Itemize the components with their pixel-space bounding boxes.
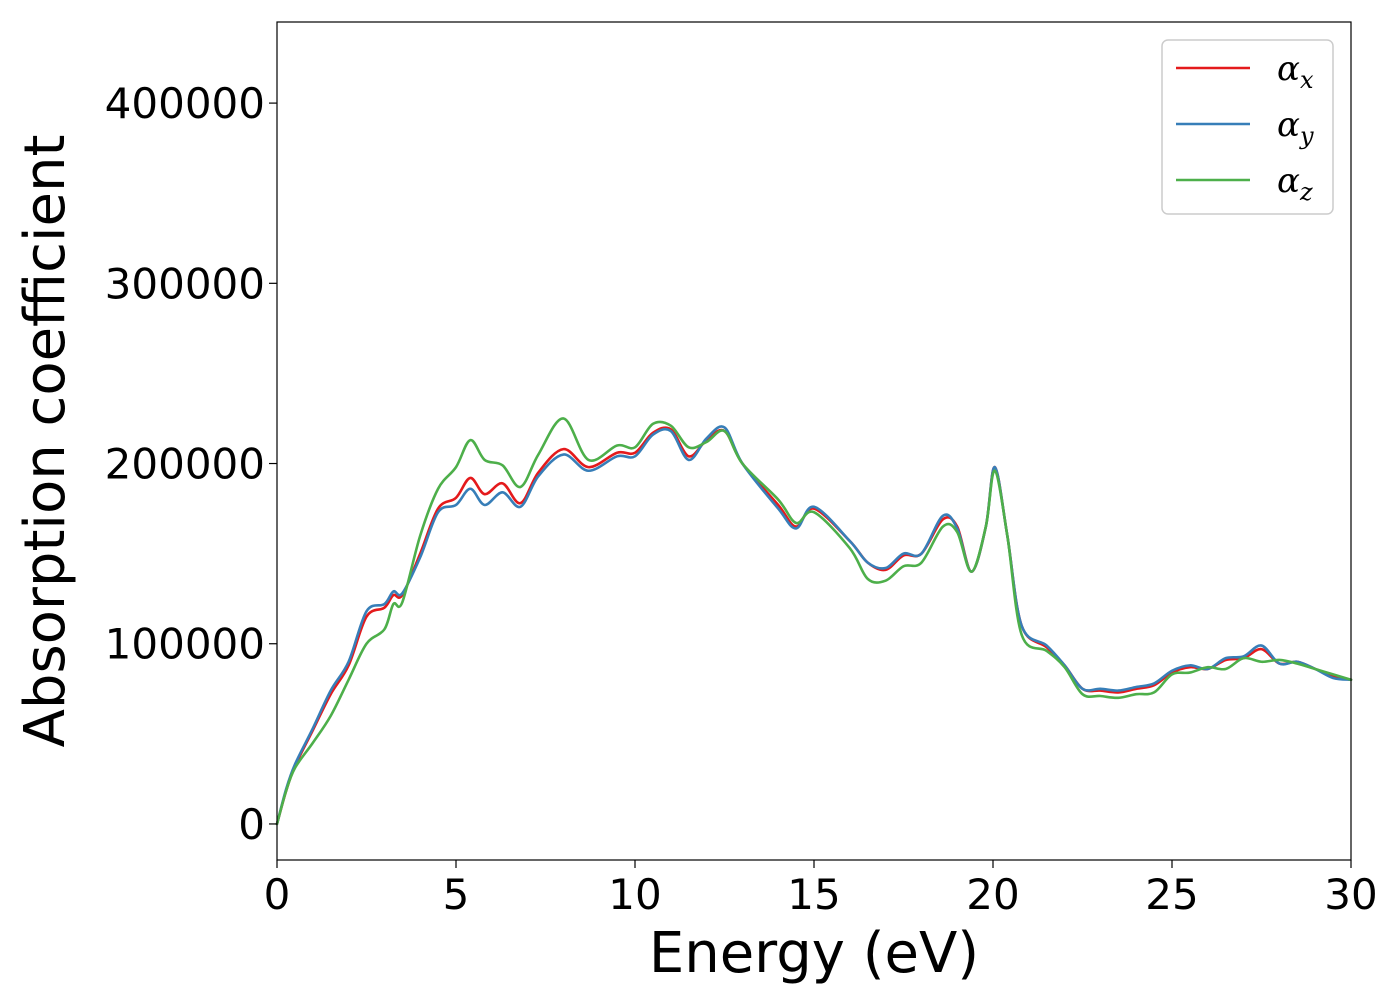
series-line-y: [275, 425, 1353, 826]
y-axis-label: Absorption coefficient: [13, 135, 78, 748]
legend: αx αy αz: [1161, 39, 1334, 215]
x-tick-label: 30: [1324, 870, 1377, 919]
legend-items: αx αy αz: [1176, 49, 1314, 206]
x-tick-label: 0: [264, 870, 291, 919]
ticks-layer: 0 5 10 15 20 25 30 0 100000 200000 300000 400000: [105, 79, 1378, 919]
legend-label-x: αx: [1277, 49, 1314, 94]
x-axis-label: Energy (eV): [649, 921, 979, 986]
x-tick-label: 15: [787, 870, 840, 919]
series-layer: [275, 417, 1353, 826]
series-line-z: [275, 417, 1353, 826]
legend-box: [1161, 39, 1334, 215]
x-tick-label: 10: [608, 870, 661, 919]
legend-label-z: αz: [1277, 161, 1313, 206]
series-line-x: [275, 426, 1353, 826]
y-tick-label: 300000: [105, 259, 265, 308]
x-tick-label: 5: [443, 870, 470, 919]
y-tick-label: 0: [238, 800, 265, 849]
y-tick-label: 100000: [105, 620, 265, 669]
y-tick-label: 400000: [105, 79, 265, 128]
legend-label-y: αy: [1277, 105, 1314, 150]
x-tick-label: 25: [1145, 870, 1198, 919]
y-tick-label: 200000: [105, 440, 265, 489]
x-tick-label: 20: [966, 870, 1019, 919]
